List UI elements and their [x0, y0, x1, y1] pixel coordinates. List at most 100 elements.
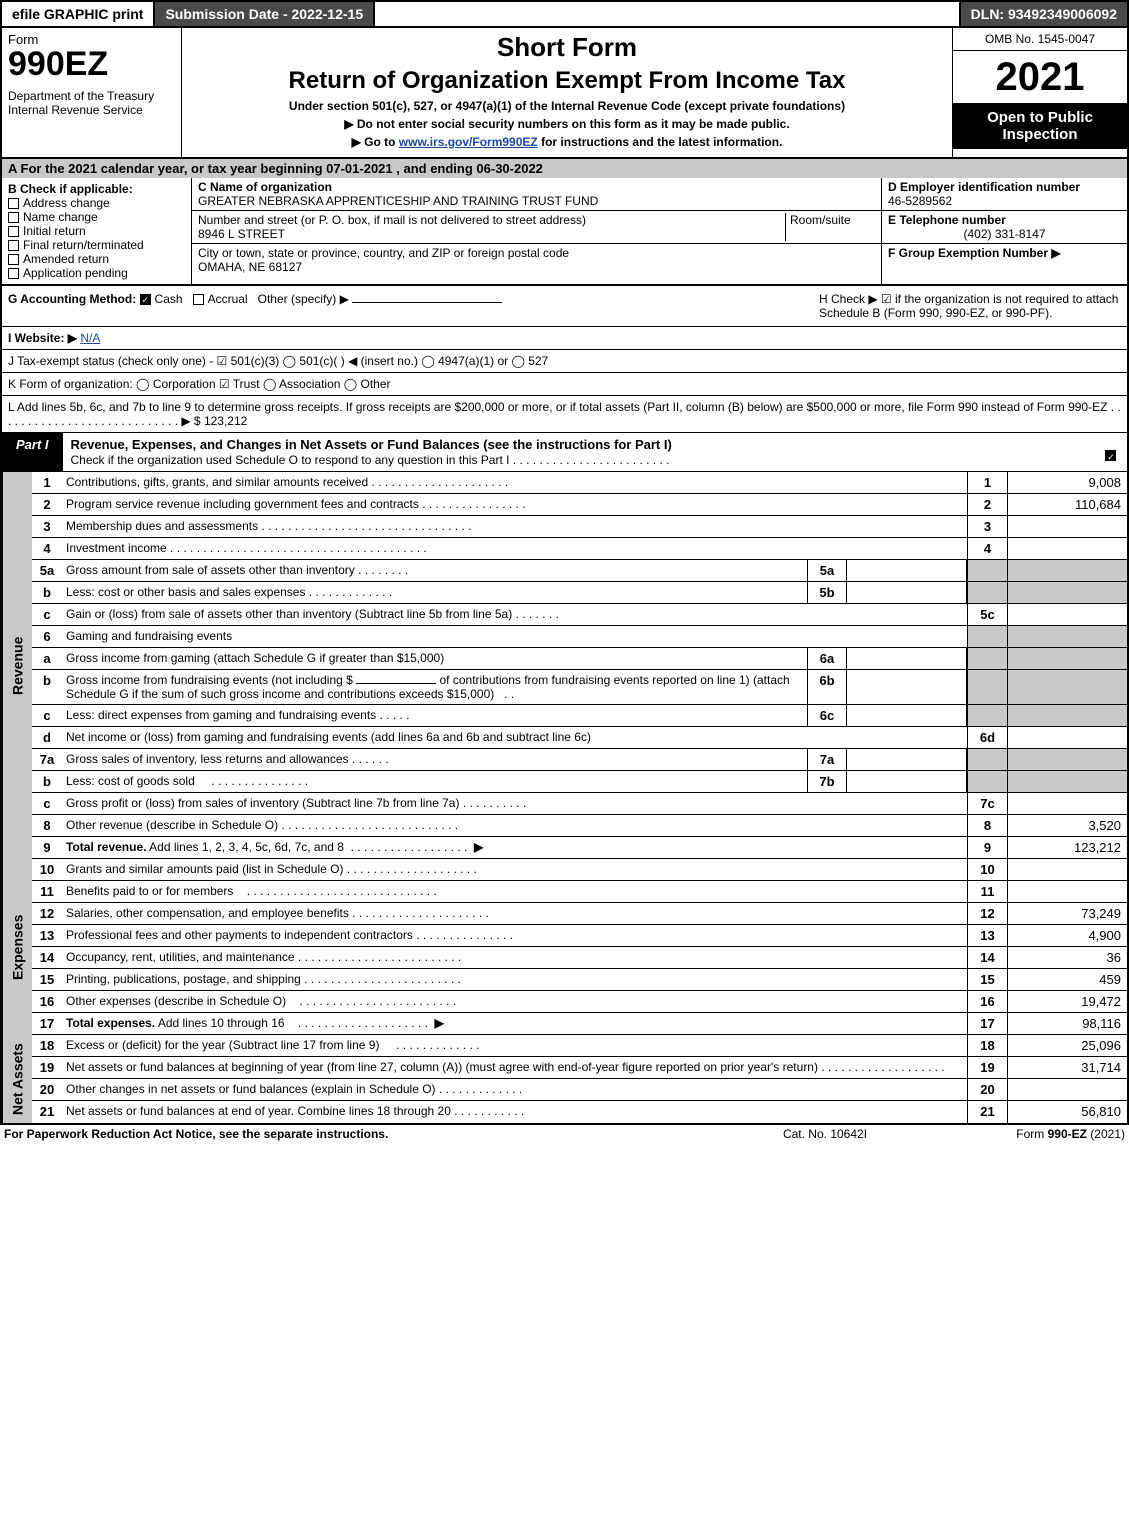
dept-treasury: Department of the Treasury Internal Reve… — [8, 89, 175, 117]
chk-initial[interactable]: Initial return — [8, 224, 185, 238]
phone-label: E Telephone number — [888, 213, 1121, 227]
netassets-side-label: Net Assets — [2, 1035, 32, 1123]
val-3 — [1007, 516, 1127, 537]
val-21: 56,810 — [1007, 1101, 1127, 1123]
dln: DLN: 93492349006092 — [961, 2, 1127, 26]
efile-print[interactable]: efile GRAPHIC print — [2, 2, 155, 26]
line-17: Total expenses. Add lines 10 through 16 … — [62, 1013, 967, 1034]
street-label: Number and street (or P. O. box, if mail… — [198, 213, 785, 227]
line-8: Other revenue (describe in Schedule O) .… — [62, 815, 967, 836]
line-6c: Less: direct expenses from gaming and fu… — [62, 705, 807, 726]
val-17: 98,116 — [1007, 1013, 1127, 1034]
val-6d — [1007, 727, 1127, 748]
val-1: 9,008 — [1007, 472, 1127, 493]
line-18: Excess or (deficit) for the year (Subtra… — [62, 1035, 967, 1056]
omb-number: OMB No. 1545-0047 — [953, 28, 1127, 51]
expenses-side-label: Expenses — [2, 859, 32, 1035]
city-value: OMAHA, NE 68127 — [198, 260, 875, 274]
val-4 — [1007, 538, 1127, 559]
line-21: Net assets or fund balances at end of ye… — [62, 1101, 967, 1123]
ein-value: 46-5289562 — [888, 194, 1121, 208]
row-i: I Website: ▶ N/A — [0, 327, 1129, 350]
val-9: 123,212 — [1007, 837, 1127, 858]
footer-left: For Paperwork Reduction Act Notice, see … — [4, 1127, 725, 1141]
line-6a: Gross income from gaming (attach Schedul… — [62, 648, 807, 669]
line-20: Other changes in net assets or fund bala… — [62, 1079, 967, 1100]
col-d: D Employer identification number 46-5289… — [882, 178, 1127, 284]
part-i-check[interactable] — [1097, 433, 1127, 471]
main-title: Return of Organization Exempt From Incom… — [188, 67, 946, 95]
line-5c: Gain or (loss) from sale of assets other… — [62, 604, 967, 625]
group-label: F Group Exemption Number ▶ — [888, 246, 1121, 260]
chk-final[interactable]: Final return/terminated — [8, 238, 185, 252]
expenses-section: Expenses 10Grants and similar amounts pa… — [0, 859, 1129, 1035]
line-5a: Gross amount from sale of assets other t… — [62, 560, 807, 581]
row-j: J Tax-exempt status (check only one) - ☑… — [0, 350, 1129, 373]
header-mid: Short Form Return of Organization Exempt… — [182, 28, 952, 157]
ssn-note: ▶ Do not enter social security numbers o… — [188, 117, 946, 131]
chk-cash[interactable] — [140, 294, 151, 305]
under-section: Under section 501(c), 527, or 4947(a)(1)… — [188, 99, 946, 113]
open-public: Open to Public Inspection — [953, 103, 1127, 149]
line-9: Total revenue. Add lines 1, 2, 3, 4, 5c,… — [62, 837, 967, 858]
line-2: Program service revenue including govern… — [62, 494, 967, 515]
form-header: Form 990EZ Department of the Treasury In… — [0, 28, 1129, 159]
gh-row: G Accounting Method: Cash Accrual Other … — [0, 286, 1129, 327]
chk-accrual[interactable] — [193, 294, 204, 305]
irs-link[interactable]: www.irs.gov/Form990EZ — [399, 135, 538, 149]
netassets-section: Net Assets 18Excess or (deficit) for the… — [0, 1035, 1129, 1125]
street-value: 8946 L STREET — [198, 227, 785, 241]
line-11: Benefits paid to or for members . . . . … — [62, 881, 967, 902]
line-12: Salaries, other compensation, and employ… — [62, 903, 967, 924]
row-k: K Form of organization: ◯ Corporation ☑ … — [0, 373, 1129, 396]
city-label: City or town, state or province, country… — [198, 246, 875, 260]
form-number: 990EZ — [8, 47, 175, 81]
val-16: 19,472 — [1007, 991, 1127, 1012]
line-16: Other expenses (describe in Schedule O) … — [62, 991, 967, 1012]
topbar-spacer — [375, 2, 961, 26]
val-8: 3,520 — [1007, 815, 1127, 836]
header-left: Form 990EZ Department of the Treasury In… — [2, 28, 182, 157]
revenue-section: Revenue 1Contributions, gifts, grants, a… — [0, 472, 1129, 859]
room-suite: Room/suite — [785, 213, 875, 241]
part-i-header: Part I Revenue, Expenses, and Changes in… — [0, 433, 1129, 472]
val-11 — [1007, 881, 1127, 902]
line-7c: Gross profit or (loss) from sales of inv… — [62, 793, 967, 814]
gross-receipts: 123,212 — [204, 414, 247, 428]
line-6: Gaming and fundraising events — [62, 626, 967, 647]
col-c: C Name of organization GREATER NEBRASKA … — [192, 178, 882, 284]
chk-pending[interactable]: Application pending — [8, 266, 185, 280]
line-13: Professional fees and other payments to … — [62, 925, 967, 946]
row-h: H Check ▶ ☑ if the organization is not r… — [811, 292, 1121, 320]
val-2: 110,684 — [1007, 494, 1127, 515]
goto-note: ▶ Go to www.irs.gov/Form990EZ for instru… — [188, 135, 946, 149]
row-g: G Accounting Method: Cash Accrual Other … — [8, 292, 811, 306]
line-7a: Gross sales of inventory, less returns a… — [62, 749, 807, 770]
val-7c — [1007, 793, 1127, 814]
website-value[interactable]: N/A — [80, 331, 100, 345]
chk-amended[interactable]: Amended return — [8, 252, 185, 266]
line-14: Occupancy, rent, utilities, and maintena… — [62, 947, 967, 968]
chk-name[interactable]: Name change — [8, 210, 185, 224]
col-b: B Check if applicable: Address change Na… — [2, 178, 192, 284]
footer-cat: Cat. No. 10642I — [725, 1127, 925, 1141]
revenue-side-label: Revenue — [2, 472, 32, 859]
chk-address[interactable]: Address change — [8, 196, 185, 210]
header-right: OMB No. 1545-0047 2021 Open to Public In… — [952, 28, 1127, 157]
line-7b: Less: cost of goods sold . . . . . . . .… — [62, 771, 807, 792]
line-15: Printing, publications, postage, and shi… — [62, 969, 967, 990]
grid-bcd: B Check if applicable: Address change Na… — [0, 178, 1129, 286]
part-i-title: Revenue, Expenses, and Changes in Net As… — [63, 433, 1097, 471]
page-footer: For Paperwork Reduction Act Notice, see … — [0, 1125, 1129, 1143]
val-14: 36 — [1007, 947, 1127, 968]
val-5c — [1007, 604, 1127, 625]
val-10 — [1007, 859, 1127, 880]
col-b-title: B Check if applicable: — [8, 182, 185, 196]
line-5b: Less: cost or other basis and sales expe… — [62, 582, 807, 603]
line-6b: Gross income from fundraising events (no… — [62, 670, 807, 704]
line-4: Investment income . . . . . . . . . . . … — [62, 538, 967, 559]
line-10: Grants and similar amounts paid (list in… — [62, 859, 967, 880]
row-l: L Add lines 5b, 6c, and 7b to line 9 to … — [0, 396, 1129, 433]
footer-right: Form 990-EZ (2021) — [925, 1127, 1125, 1141]
topbar: efile GRAPHIC print Submission Date - 20… — [0, 0, 1129, 28]
